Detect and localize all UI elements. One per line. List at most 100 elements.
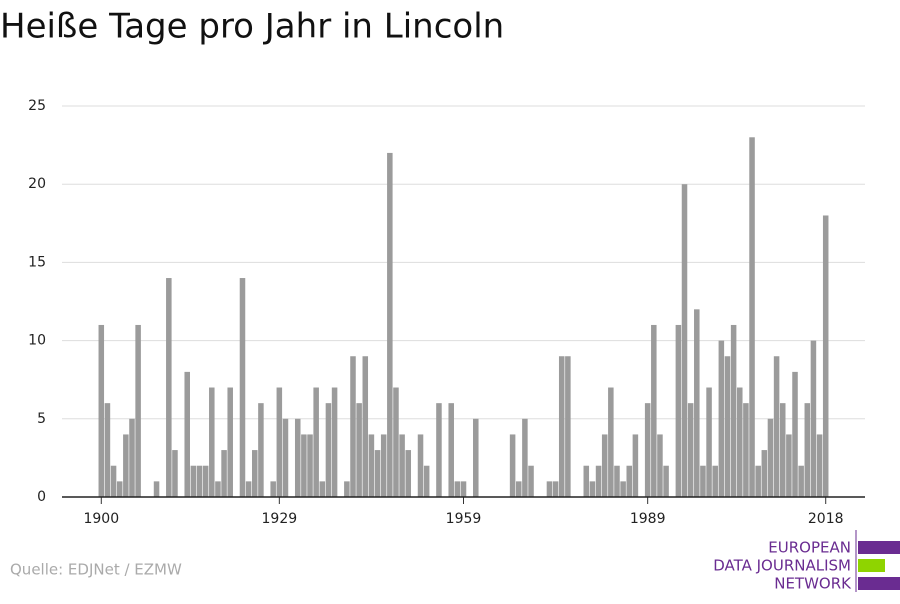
bar: [301, 434, 307, 497]
bar: [798, 465, 804, 497]
bar: [822, 215, 829, 498]
bar: [694, 309, 700, 497]
bar: [436, 403, 442, 497]
bar: [675, 324, 682, 497]
bar: [387, 152, 393, 498]
bar: [331, 387, 338, 497]
bar: [626, 465, 633, 497]
bar: [810, 340, 817, 497]
y-tick-label: 10: [28, 333, 46, 349]
bar: [423, 465, 430, 497]
bar: [325, 403, 332, 497]
bar: [417, 434, 424, 497]
source: Quelle: EDJNet / EZMW: [10, 561, 182, 579]
bar: [651, 324, 657, 497]
bar: [294, 418, 301, 497]
bar: [276, 387, 283, 497]
x-tick-label: 1959: [446, 511, 482, 527]
bar: [399, 434, 405, 497]
bar: [184, 371, 191, 497]
logo-text: EUROPEAN: [768, 539, 851, 557]
bar: [749, 137, 755, 497]
chart-title: Heiße Tage pro Jahr in Lincoln: [0, 7, 504, 47]
y-tick-label: 15: [28, 254, 46, 270]
bar: [712, 465, 718, 497]
bar: [663, 465, 669, 497]
bar: [166, 278, 172, 497]
bar: [380, 434, 387, 497]
bar: [687, 403, 694, 497]
bar: [362, 356, 369, 497]
y-tick-label: 20: [28, 176, 46, 192]
logo-text: DATA JOURNALISM: [713, 557, 851, 575]
bar: [153, 481, 160, 497]
bar: [724, 356, 731, 497]
bar: [202, 465, 209, 497]
bar: [196, 465, 203, 497]
bar: [767, 418, 774, 497]
bar: [552, 481, 559, 497]
bar: [227, 387, 233, 497]
bar: [258, 403, 264, 497]
x-tick-label: 1989: [630, 511, 666, 527]
bar: [282, 418, 289, 497]
x-tick-label: 1929: [262, 511, 298, 527]
bar: [448, 403, 454, 497]
bar: [743, 403, 749, 497]
bar: [804, 403, 811, 497]
bar: [460, 481, 467, 497]
bar: [700, 465, 706, 497]
bar: [644, 403, 651, 497]
bar: [319, 481, 326, 497]
bar: [350, 356, 356, 497]
bar: [473, 418, 479, 497]
bar: [773, 356, 780, 497]
bar: [620, 481, 626, 497]
bar: [565, 356, 571, 497]
bar: [736, 387, 743, 497]
x-tick-label: 2018: [808, 511, 844, 527]
bar: [595, 465, 602, 497]
bar: [601, 434, 608, 497]
bar: [589, 481, 596, 497]
logo: EUROPEAN DATA JOURNALISM NETWORK: [713, 530, 900, 593]
logo-bar: [858, 577, 900, 590]
bar: [792, 371, 798, 497]
logo-bar: [858, 559, 885, 572]
bar: [252, 450, 258, 497]
bar: [718, 340, 725, 497]
bar: [608, 387, 614, 497]
y-tick-label: 5: [37, 411, 46, 427]
bar: [706, 387, 712, 497]
bar: [681, 184, 688, 497]
bar: [374, 450, 381, 497]
logo-text: NETWORK: [774, 575, 852, 593]
bar: [405, 450, 412, 497]
bar: [657, 434, 663, 497]
bar: [632, 434, 639, 497]
bar: [356, 403, 362, 497]
bar: [546, 481, 553, 497]
bar: [239, 278, 246, 497]
bar: [245, 481, 252, 497]
x-tick-label: 1900: [83, 511, 119, 527]
bar: [344, 481, 350, 497]
bar: [786, 434, 792, 497]
logo-bar: [858, 541, 900, 554]
bar: [614, 465, 620, 497]
bar: [816, 434, 823, 497]
bar: [221, 450, 227, 497]
bar: [454, 481, 461, 497]
bar: [307, 434, 313, 497]
bar: [528, 465, 534, 497]
bar: [104, 403, 111, 497]
bar: [761, 450, 768, 497]
bar: [129, 418, 135, 497]
bar: [522, 418, 528, 497]
bar: [270, 481, 276, 497]
bar: [558, 356, 565, 497]
y-tick-label: 25: [28, 98, 46, 114]
bar: [110, 465, 117, 497]
bar: [368, 434, 375, 497]
